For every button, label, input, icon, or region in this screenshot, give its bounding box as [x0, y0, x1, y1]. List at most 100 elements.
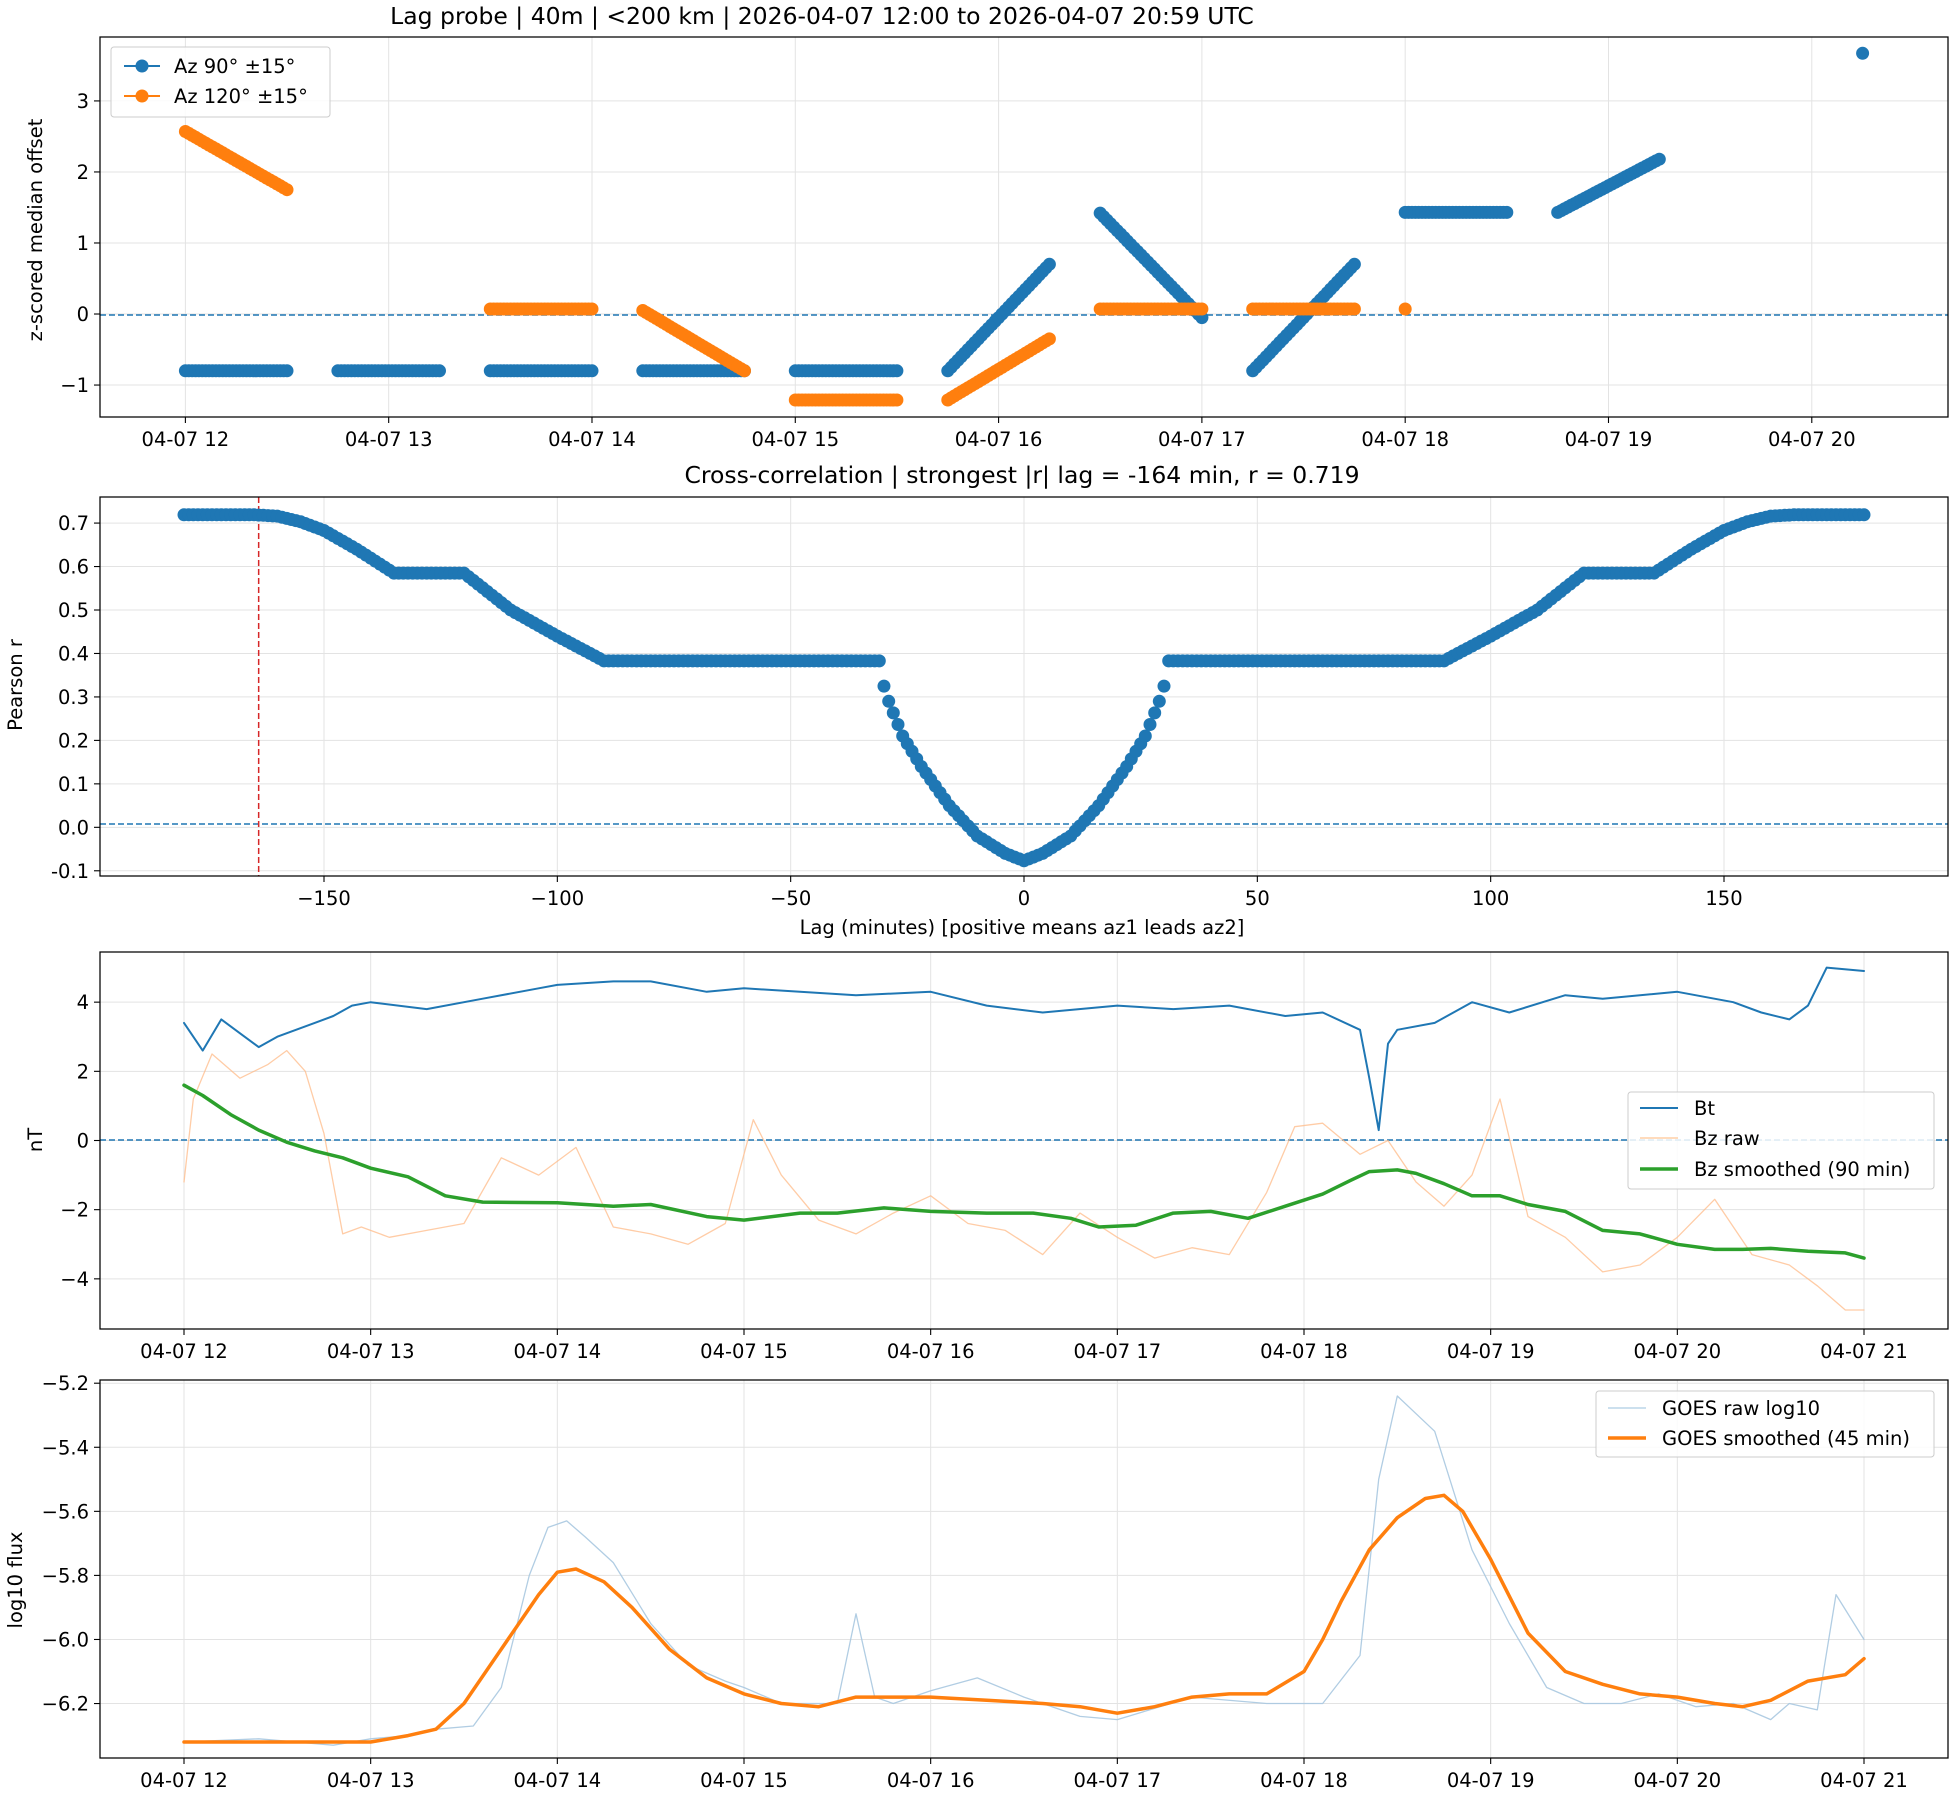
goes-flux-ylabel: log10 flux: [4, 1532, 27, 1629]
x-tick-label: 50: [1245, 887, 1270, 910]
data-point: [585, 302, 599, 316]
legend-box: [110, 46, 331, 118]
x-tick-label: 04-07 15: [700, 1769, 788, 1792]
x-tick-label: 04-07 15: [700, 1340, 788, 1363]
y-tick-label: 0.5: [58, 599, 89, 622]
data-point: [890, 364, 904, 378]
data-point: [891, 718, 905, 731]
data-point: [1347, 302, 1361, 316]
legend-label-bt: Bt: [1694, 1097, 1715, 1120]
legend-box: [1627, 1091, 1935, 1190]
x-tick-label: −100: [531, 887, 585, 910]
correlation-markers: [177, 508, 1871, 868]
y-tick-label: 0: [77, 1130, 89, 1153]
y-tick-label: 0.0: [58, 816, 89, 839]
y-tick-label: −6.0: [42, 1628, 89, 1651]
x-tick-label: 04-07 16: [887, 1340, 975, 1363]
y-tick-label: 0.2: [58, 729, 89, 752]
cross-correlation-grid: [100, 497, 1948, 876]
x-tick-label: 04-07 14: [513, 1340, 601, 1363]
x-tick-label: 04-07 17: [1158, 428, 1246, 451]
x-tick-label: 04-07 17: [1073, 1340, 1161, 1363]
data-point: [1347, 257, 1361, 271]
y-tick-label: 4: [77, 991, 89, 1014]
x-tick-label: 04-07 14: [548, 428, 636, 451]
y-tick-label: 3: [77, 90, 89, 113]
cross-correlation-ticks: −150 −100 −50 0 50 100 150 -0.1 0.0 0.1 0.2 0.3 0.4 0…: [51, 512, 1743, 910]
x-tick-label: 04-07 14: [513, 1769, 601, 1792]
x-tick-label: 04-07 13: [327, 1769, 415, 1792]
legend-label-bz-raw: Bz raw: [1694, 1127, 1760, 1150]
x-tick-label: −150: [297, 887, 351, 910]
x-tick-label: 04-07 15: [751, 428, 839, 451]
goes-flux-ticks: 04-07 12 04-07 13 04-07 14 04-07 15 04-07 16…: [42, 1372, 1908, 1792]
x-tick-label: 04-07 13: [327, 1340, 415, 1363]
lag-probe-ylabel: z-scored median offset: [24, 118, 47, 341]
y-tick-label: 0: [77, 303, 89, 326]
data-point: [433, 364, 446, 378]
imf-panel: nT 04-07 12 04-07 13 04-07 14 04-07 15 04-07…: [24, 951, 1949, 1363]
lag-probe-panel: Lag probe | 40m | <200 km | 2026-04-07 1…: [24, 2, 1949, 451]
y-tick-label: 0.1: [58, 773, 89, 796]
x-tick-label: 04-07 19: [1447, 1769, 1535, 1792]
data-point: [1195, 302, 1209, 316]
y-tick-label: -0.1: [51, 860, 89, 883]
data-point: [890, 393, 904, 407]
x-tick-label: 04-07 19: [1447, 1340, 1535, 1363]
legend-label-goes-raw: GOES raw log10: [1662, 1397, 1820, 1420]
data-point: [1138, 729, 1152, 743]
legend-marker-az90: [135, 59, 149, 73]
cross-correlation-xlabel: Lag (minutes) [positive means az1 leads …: [800, 916, 1245, 939]
x-tick-label: 04-07 18: [1260, 1340, 1348, 1363]
y-tick-label: −2: [60, 1199, 89, 1222]
x-tick-label: 04-07 20: [1633, 1340, 1721, 1363]
data-point: [1042, 257, 1056, 271]
data-point: [1143, 718, 1157, 731]
x-tick-label: 04-07 12: [142, 428, 230, 451]
y-tick-label: −5.4: [42, 1436, 89, 1459]
data-point: [1042, 332, 1056, 346]
x-tick-label: 04-07 18: [1260, 1769, 1348, 1792]
y-tick-label: −5.6: [42, 1500, 89, 1523]
cross-correlation-frame: [99, 496, 1949, 877]
y-tick-label: −5.8: [42, 1564, 89, 1587]
x-tick-label: 0: [1018, 887, 1030, 910]
legend-box: [1595, 1390, 1935, 1458]
legend-label-az90: Az 90° ±15°: [174, 55, 295, 78]
x-tick-label: 04-07 18: [1361, 428, 1449, 451]
x-tick-label: 04-07 16: [955, 428, 1043, 451]
imf-lines: [182, 966, 1866, 1311]
y-tick-label: 0.7: [58, 512, 89, 535]
data-point: [585, 364, 599, 378]
lag-probe-frame: [99, 36, 1949, 418]
data-point: [1152, 694, 1166, 708]
lag-probe-ticks: 04-07 12 04-07 13 04-07 14 04-07 15 04-07 16…: [60, 90, 1855, 451]
lag-probe-markers: [178, 46, 1870, 407]
x-tick-label: 04-07 13: [345, 428, 433, 451]
data-point: [280, 183, 294, 197]
y-tick-label: −6.2: [42, 1693, 89, 1716]
cross-correlation-ylabel: Pearson r: [4, 638, 27, 731]
data-point: [738, 364, 751, 378]
y-tick-label: 0.6: [58, 556, 89, 579]
y-tick-label: 2: [77, 1060, 89, 1083]
x-tick-label: 04-07 20: [1768, 428, 1856, 451]
cross-correlation-title: Cross-correlation | strongest |r| lag = …: [684, 461, 1359, 489]
lag-probe-title: Lag probe | 40m | <200 km | 2026-04-07 1…: [390, 2, 1254, 30]
correlation-series: [177, 508, 1871, 868]
legend-marker-az120: [135, 89, 149, 103]
data-point: [1500, 205, 1514, 219]
goes-flux-lines: [182, 1395, 1866, 1746]
x-tick-label: −50: [770, 887, 811, 910]
x-tick-label: 100: [1472, 887, 1509, 910]
x-tick-label: 04-07 12: [140, 1769, 228, 1792]
data-point: [1652, 152, 1666, 166]
imf-frame: [99, 951, 1949, 1330]
y-tick-label: 2: [77, 161, 89, 184]
goes-flux-panel: log10 flux 04-07 12 04-07 13 04-07 14 04-07…: [4, 1372, 1949, 1792]
x-tick-label: 04-07 19: [1565, 428, 1653, 451]
data-point: [1148, 706, 1162, 720]
goes-smoothed-line: [182, 1493, 1866, 1744]
bz-smoothed-line: [182, 1083, 1866, 1260]
y-tick-label: 1: [77, 232, 89, 255]
